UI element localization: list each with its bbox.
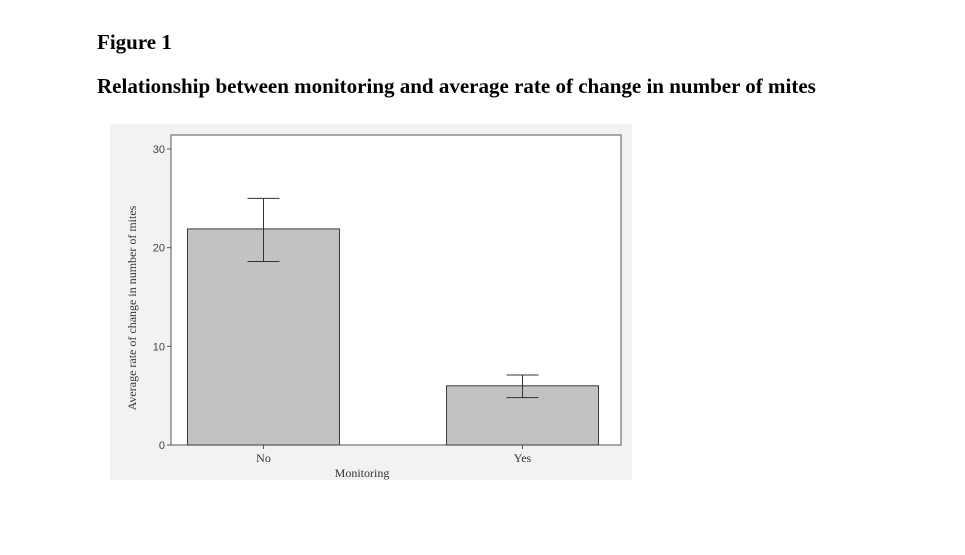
error-bar-yes: [506, 374, 539, 399]
y-tick-label: 30: [153, 144, 165, 156]
error-bars: [247, 197, 539, 399]
y-tick-label: 10: [153, 341, 165, 353]
figure-label: Figure 1: [97, 30, 172, 54]
x-axis-title: Monitoring: [335, 466, 390, 480]
y-axis-title: Average rate of change in number of mite…: [125, 205, 139, 410]
x-tick-label-yes: Yes: [514, 451, 532, 465]
y-tick-label: 0: [159, 440, 165, 452]
figure-title: Relationship between monitoring and aver…: [97, 74, 816, 98]
y-tick-label: 20: [153, 243, 165, 255]
chart-container: 0 10 20 30 No Yes Monitoring Average rate of…: [110, 124, 632, 480]
error-bar-no: [247, 197, 280, 262]
x-axis-ticks: No Yes: [256, 445, 532, 465]
y-axis-ticks: 0 10 20 30: [153, 144, 171, 452]
bar-chart: 0 10 20 30 No Yes Monitoring Average rate of…: [125, 134, 622, 480]
x-tick-label-no: No: [256, 451, 271, 465]
